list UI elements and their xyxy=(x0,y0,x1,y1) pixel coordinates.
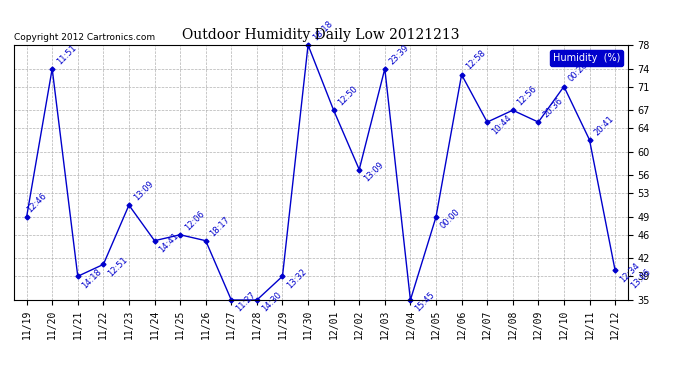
Text: 13:09: 13:09 xyxy=(362,160,385,183)
Text: 12:06: 12:06 xyxy=(183,209,206,232)
Text: 12:58: 12:58 xyxy=(464,49,488,72)
Text: 15:45: 15:45 xyxy=(413,291,436,314)
Text: 13:32: 13:32 xyxy=(285,267,308,290)
Title: Outdoor Humidity Daily Low 20121213: Outdoor Humidity Daily Low 20121213 xyxy=(182,28,460,42)
Text: 14:30: 14:30 xyxy=(259,291,283,314)
Text: 14:18: 14:18 xyxy=(81,267,104,290)
Text: 13:09: 13:09 xyxy=(132,179,155,203)
Text: 00:00: 00:00 xyxy=(439,208,462,231)
Text: 12:34: 12:34 xyxy=(618,261,641,284)
Text: 11:51: 11:51 xyxy=(55,43,78,66)
Text: 14:41: 14:41 xyxy=(157,231,181,255)
Text: 18:17: 18:17 xyxy=(208,214,232,238)
Text: 00:20: 00:20 xyxy=(566,61,590,84)
Text: 20:36: 20:36 xyxy=(541,96,564,119)
Text: 18:18: 18:18 xyxy=(310,19,334,42)
Text: 12:51: 12:51 xyxy=(106,255,129,278)
Text: 20:41: 20:41 xyxy=(592,114,615,137)
Text: 11:27: 11:27 xyxy=(234,291,257,314)
Text: 12:46: 12:46 xyxy=(26,191,48,214)
Text: 12:50: 12:50 xyxy=(337,84,359,108)
Text: 10:44: 10:44 xyxy=(490,113,513,136)
Text: 12:56: 12:56 xyxy=(515,84,539,108)
Text: 23:39: 23:39 xyxy=(388,43,411,66)
Text: Copyright 2012 Cartronics.com: Copyright 2012 Cartronics.com xyxy=(14,33,155,42)
Text: 13:06: 13:06 xyxy=(629,267,652,290)
Legend: Humidity  (%): Humidity (%) xyxy=(550,50,623,66)
